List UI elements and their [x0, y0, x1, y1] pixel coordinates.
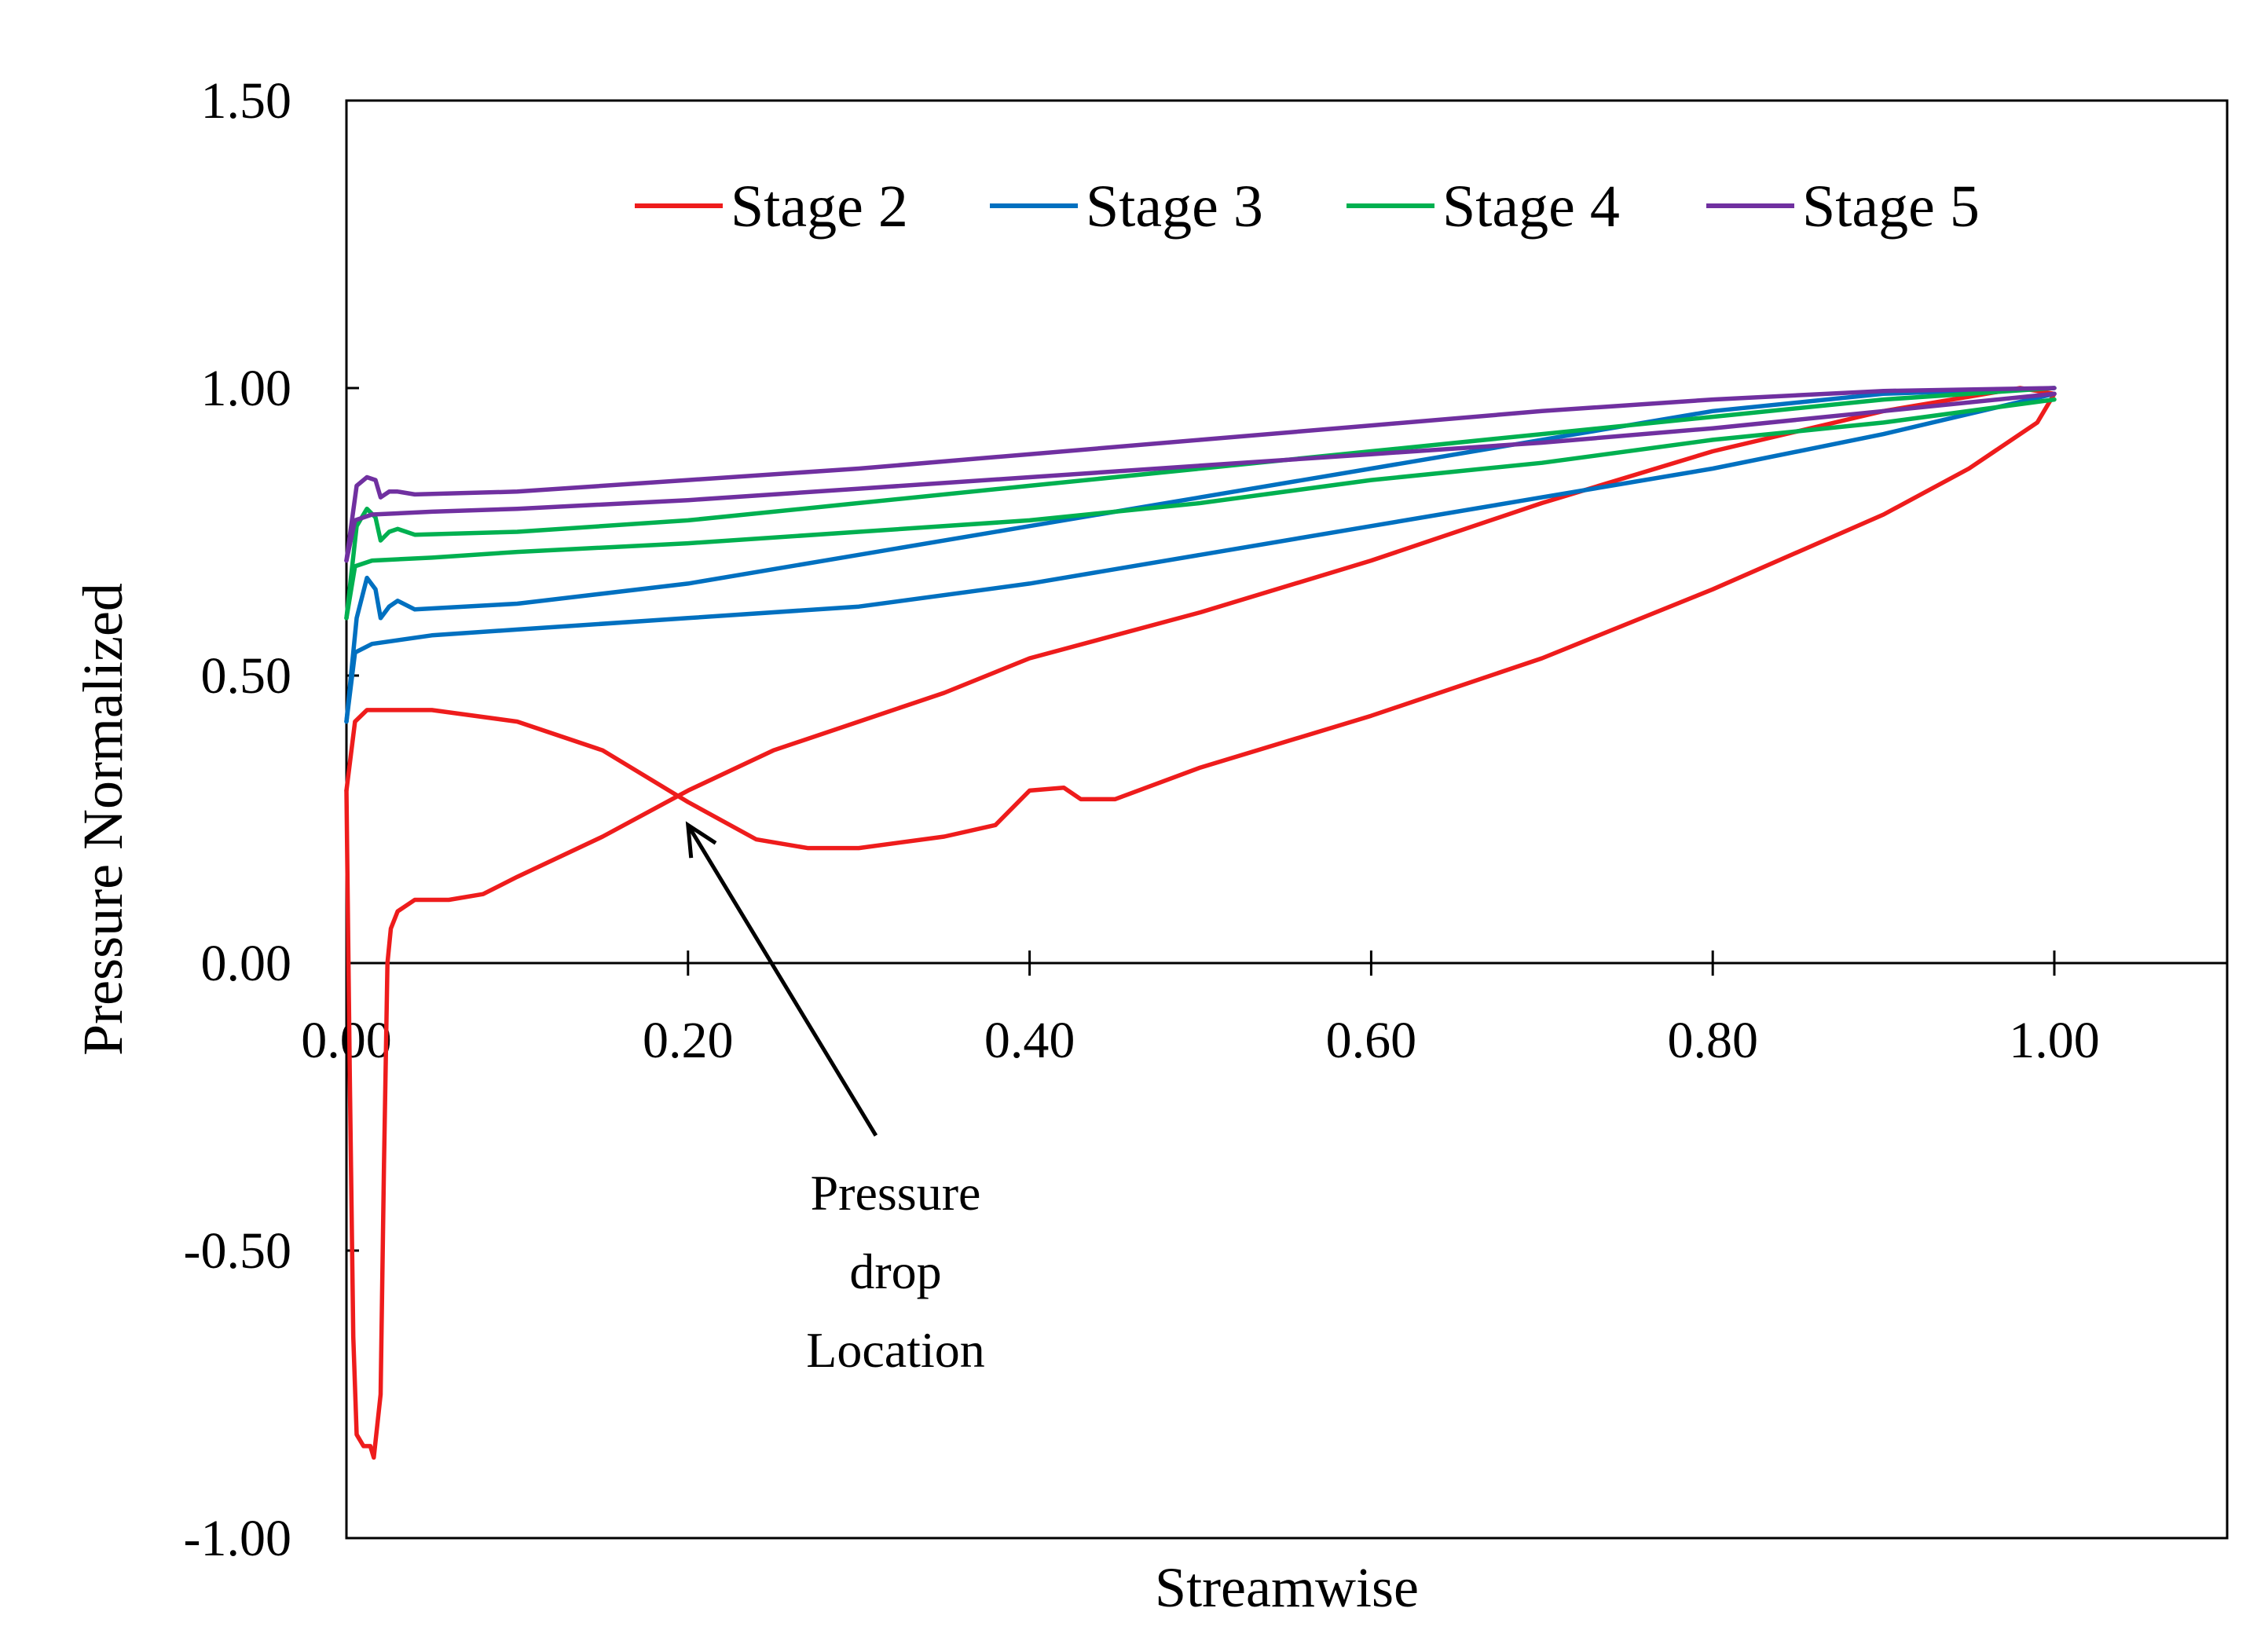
legend-label-stage-3: Stage 3 — [1086, 174, 1263, 240]
legend: Stage 2 Stage 3 Stage 4 Stage 5 — [635, 174, 1980, 240]
annotation-line: drop — [849, 1244, 941, 1299]
y-axis-title: Pressure Normalized — [71, 583, 134, 1056]
x-tick-label: 1.00 — [2009, 1012, 2100, 1069]
stage-3-upper-line — [344, 386, 2057, 724]
annotation-arrowhead — [685, 821, 717, 859]
stage-5-upper-line — [344, 386, 2057, 563]
legend-label-stage-2: Stage 2 — [731, 174, 908, 240]
pressure-drop-annotation: Pressure drop Location — [685, 821, 985, 1378]
legend-label-stage-5: Stage 5 — [1802, 174, 1980, 240]
x-tick-label: 0.20 — [643, 1012, 734, 1069]
y-tick-label: 1.00 — [201, 360, 292, 417]
y-tick-label: -1.00 — [184, 1510, 291, 1567]
x-tick-label: 0.60 — [1326, 1012, 1417, 1069]
y-axis-ticks: -1.00 -0.50 0.00 0.50 1.00 1.50 — [184, 72, 359, 1567]
y-tick-label: 1.50 — [201, 72, 292, 130]
y-tick-label: -0.50 — [184, 1222, 291, 1280]
stage-5-lower-line — [344, 391, 2057, 563]
legend-label-stage-4: Stage 4 — [1442, 174, 1620, 240]
series-lines — [344, 386, 2057, 1460]
stage-3-lower-line — [344, 391, 2057, 724]
stage-2-upper-line — [344, 391, 2057, 851]
stage-4-lower-line — [344, 397, 2057, 621]
x-tick-label: 0.40 — [984, 1012, 1075, 1069]
y-tick-label: 0.00 — [201, 935, 292, 992]
annotation-line: Pressure — [811, 1165, 981, 1221]
annotation-arrow — [686, 824, 878, 1137]
x-tick-label: 0.80 — [1667, 1012, 1758, 1069]
y-tick-label: 0.50 — [201, 647, 292, 705]
plot-area — [345, 99, 2229, 1540]
x-axis-title: Streamwise — [1155, 1556, 1419, 1619]
x-axis-ticks: 0.00 0.20 0.40 0.60 0.80 1.00 — [301, 951, 2100, 1069]
x-tick-label: 0.00 — [301, 1012, 392, 1069]
annotation-line: Location — [806, 1322, 984, 1378]
